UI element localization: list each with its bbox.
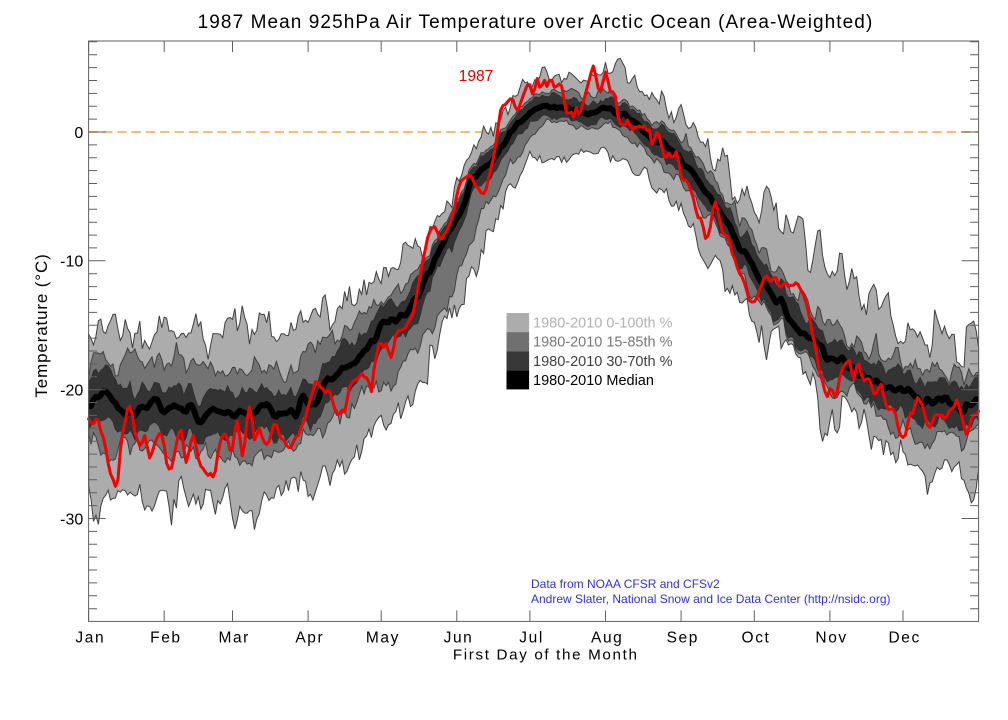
svg-text:0: 0 [74,125,83,142]
svg-text:Jan: Jan [75,629,105,646]
svg-text:1980-2010 0-100th %: 1980-2010 0-100th % [533,316,673,332]
svg-text:Mar: Mar [218,629,250,646]
svg-text:Sep: Sep [667,629,699,646]
svg-text:First Day of the Month: First Day of the Month [453,647,639,664]
svg-text:Dec: Dec [889,629,921,646]
svg-text:Nov: Nov [815,629,847,646]
svg-text:-20: -20 [60,383,83,400]
svg-text:May: May [366,629,400,646]
svg-text:Aug: Aug [591,629,623,646]
svg-text:Jul: Jul [519,629,544,646]
svg-text:1987 Mean 925hPa Air Temperatu: 1987 Mean 925hPa Air Temperature over Ar… [198,12,874,33]
svg-text:Apr: Apr [295,629,324,646]
svg-text:-10: -10 [60,254,83,271]
svg-text:Temperature (°C): Temperature (°C) [32,253,51,397]
svg-text:Andrew Slater, National Snow a: Andrew Slater, National Snow and Ice Dat… [531,592,891,606]
svg-text:Feb: Feb [150,629,182,646]
svg-text:Data from NOAA CFSR and CFSv2: Data from NOAA CFSR and CFSv2 [531,577,720,591]
svg-text:Oct: Oct [742,629,771,646]
svg-text:1987: 1987 [459,68,494,85]
svg-text:-30: -30 [60,511,83,528]
svg-text:1980-2010 15-85th %: 1980-2010 15-85th % [533,335,673,351]
svg-text:Jun: Jun [444,629,474,646]
svg-text:1980-2010 30-70th %: 1980-2010 30-70th % [533,354,673,370]
svg-text:1980-2010 Median: 1980-2010 Median [533,373,654,389]
